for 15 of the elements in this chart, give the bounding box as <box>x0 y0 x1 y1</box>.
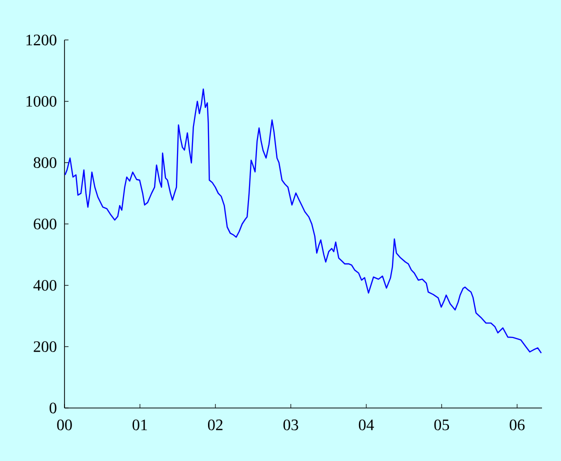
x-tick-label: 00 <box>57 420 72 430</box>
y-tick-label: 0 <box>50 402 56 414</box>
y-tick-label: 600 <box>34 218 56 230</box>
line-series <box>64 88 542 354</box>
x-tick-label: 03 <box>283 420 298 430</box>
x-tick-label: 05 <box>434 420 450 430</box>
y-tick-label: 1200 <box>26 34 56 46</box>
y-tick-label: 200 <box>34 341 56 352</box>
y-tick-label: 400 <box>33 280 56 291</box>
x-tick-label: 02 <box>208 420 222 430</box>
y-tick-label: 1000 <box>26 96 56 107</box>
x-tick-label: 04 <box>358 420 374 430</box>
y-tick-label: 800 <box>34 157 56 168</box>
x-tick-label: 01 <box>132 420 147 430</box>
x-tick-label: 06 <box>510 420 525 430</box>
